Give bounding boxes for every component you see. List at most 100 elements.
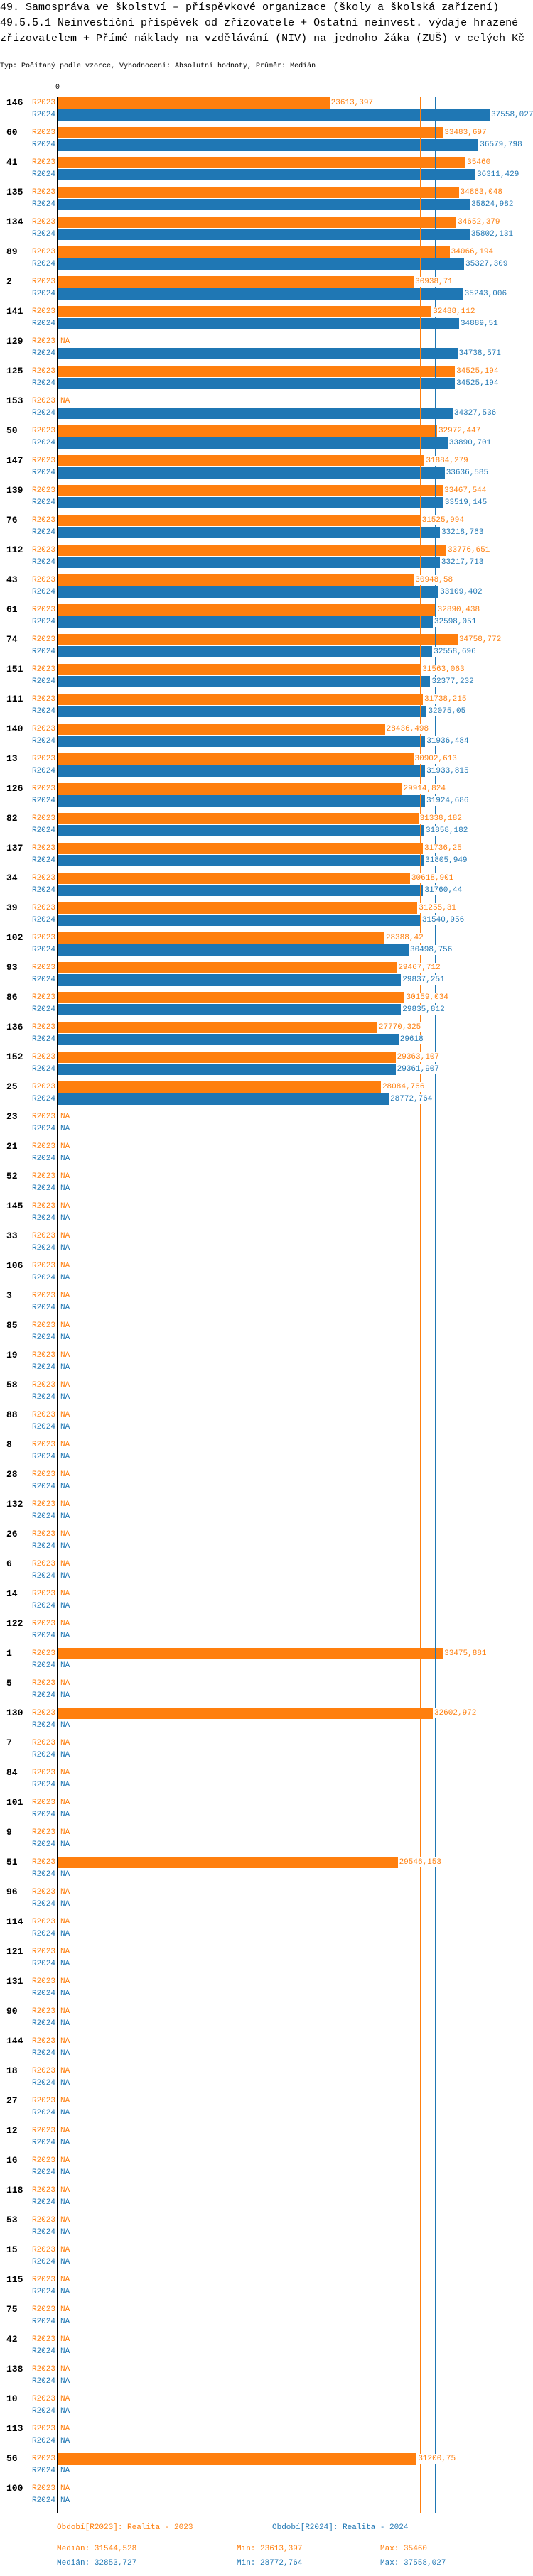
bar-r2023 [58, 157, 466, 168]
category-label: 74 [6, 634, 18, 645]
category-label: 7 [6, 1737, 12, 1748]
bar-r2024 [58, 467, 445, 479]
value-label: NA [60, 1291, 71, 1301]
value-label: NA [60, 2048, 71, 2058]
bar-r2024 [58, 765, 426, 777]
series-label: R2024 [31, 111, 55, 119]
bar-r2024 [58, 915, 421, 926]
series-label: R2024 [31, 320, 55, 328]
value-label: NA [60, 2466, 71, 2476]
value-label: NA [60, 2036, 71, 2046]
category-label: 51 [6, 1857, 18, 1867]
bar-r2023 [58, 902, 418, 914]
series-label: R2023 [31, 2246, 55, 2254]
bar-r2024 [58, 557, 440, 568]
bar-r2023 [58, 1081, 381, 1093]
category-label: 101 [6, 1797, 23, 1808]
series-label: R2023 [31, 1709, 55, 1718]
y-axis-line [57, 97, 58, 2513]
series-label: R2024 [31, 1840, 55, 1849]
value-label: NA [60, 1410, 71, 1420]
category-label: 89 [6, 246, 18, 257]
bar-r2023 [58, 545, 446, 556]
x-tick-label-0: 0 [55, 84, 60, 92]
category-label: 21 [6, 1141, 18, 1152]
min-r2023: Min: 23613,397 [237, 2545, 303, 2553]
bar-r2024 [58, 109, 490, 121]
series-label: R2024 [31, 409, 55, 417]
series-label: R2024 [31, 1542, 55, 1551]
series-label: R2024 [31, 2407, 55, 2416]
value-label: 32377,232 [431, 677, 475, 687]
value-label: 31736,25 [423, 844, 463, 853]
series-label: R2023 [31, 1948, 55, 1956]
bar-r2024 [58, 378, 456, 389]
value-label: NA [60, 1333, 71, 1343]
category-label: 144 [6, 2036, 23, 2046]
bar-r2024 [58, 676, 431, 687]
value-label: 35243,006 [463, 289, 508, 299]
value-label: NA [60, 2317, 71, 2327]
category-label: 102 [6, 932, 23, 943]
category-label: 147 [6, 455, 23, 466]
series-label: R2024 [31, 1035, 55, 1044]
category-label: 50 [6, 425, 18, 436]
series-label: R2023 [31, 337, 55, 346]
series-label: R2023 [31, 2455, 55, 2463]
value-label: 34652,379 [457, 217, 501, 227]
series-label: R2024 [31, 767, 55, 775]
value-label: 35824,982 [470, 200, 515, 209]
category-label: 42 [6, 2334, 18, 2345]
value-label: 27770,325 [377, 1022, 422, 1032]
value-label: NA [60, 2156, 71, 2166]
value-label: NA [60, 1470, 71, 1480]
value-label: NA [60, 1589, 71, 1599]
value-label: 33218,763 [440, 528, 485, 537]
value-label: NA [60, 1243, 71, 1253]
value-label: NA [60, 2066, 71, 2076]
value-label: NA [60, 1899, 71, 1909]
category-label: 137 [6, 843, 23, 853]
series-label: R2023 [31, 1083, 55, 1091]
series-label: R2024 [31, 618, 55, 626]
series-label: R2024 [31, 1572, 55, 1581]
category-label: 82 [6, 813, 18, 824]
value-label: 29837,251 [402, 975, 446, 985]
series-label: R2024 [31, 469, 55, 477]
value-label: 28084,766 [381, 1082, 426, 1092]
value-label: NA [60, 1213, 71, 1223]
max-r2023: Max: 35460 [380, 2545, 428, 2553]
value-label: NA [60, 1452, 71, 1462]
value-label: 37558,027 [490, 110, 533, 120]
category-label: 76 [6, 515, 18, 525]
series-label: R2024 [31, 2049, 55, 2058]
series-label: R2023 [31, 278, 55, 286]
value-label: NA [60, 2364, 71, 2374]
median-r2024: Medián: 32853,727 [57, 2559, 137, 2567]
value-label: 30618,901 [410, 873, 455, 883]
series-label: R2023 [31, 665, 55, 674]
value-label: NA [60, 1500, 71, 1510]
value-label: NA [60, 1172, 71, 1181]
category-label: 112 [6, 545, 23, 555]
series-label: R2023 [31, 1351, 55, 1360]
category-label: 8 [6, 1439, 12, 1450]
series-label: R2024 [31, 1333, 55, 1342]
value-label: NA [60, 1112, 71, 1122]
series-label: R2023 [31, 1918, 55, 1926]
bar-r2024 [58, 646, 433, 657]
median-r2023: Medián: 31544,528 [57, 2545, 137, 2553]
value-label: 31563,063 [421, 665, 465, 675]
bar-r2023 [58, 1022, 377, 1033]
value-label: NA [60, 2215, 71, 2225]
series-label: R2024 [31, 2019, 55, 2028]
bar-r2024 [58, 229, 470, 240]
series-label: R2023 [31, 158, 55, 167]
bar-r2024 [58, 825, 424, 836]
category-label: 145 [6, 1201, 23, 1211]
value-label: 33776,651 [446, 545, 491, 555]
bar-r2023 [58, 455, 425, 466]
value-label: NA [60, 1917, 71, 1927]
series-label: R2023 [31, 2097, 55, 2105]
series-label: R2023 [31, 2395, 55, 2403]
